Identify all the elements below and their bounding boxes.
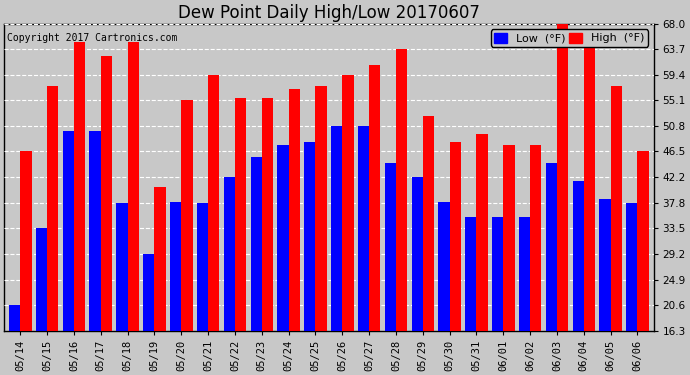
Bar — [557, 24, 569, 330]
Bar — [197, 203, 208, 330]
Bar — [235, 98, 246, 330]
Bar — [74, 42, 85, 330]
Bar — [181, 100, 193, 330]
Bar — [20, 152, 32, 330]
Bar — [117, 203, 128, 330]
Bar — [143, 254, 155, 330]
Bar — [438, 202, 450, 330]
Bar — [342, 75, 353, 330]
Bar — [304, 142, 315, 330]
Bar — [600, 199, 611, 330]
Bar — [638, 152, 649, 330]
Bar — [170, 202, 181, 330]
Bar — [503, 146, 515, 330]
Bar — [288, 89, 300, 330]
Legend: Low  (°F), High  (°F): Low (°F), High (°F) — [491, 29, 648, 47]
Bar — [584, 39, 595, 330]
Bar — [208, 75, 219, 330]
Bar — [331, 126, 342, 330]
Bar — [277, 146, 288, 330]
Bar — [36, 228, 47, 330]
Text: Copyright 2017 Cartronics.com: Copyright 2017 Cartronics.com — [8, 33, 178, 43]
Bar — [369, 65, 380, 330]
Bar — [477, 134, 488, 330]
Bar — [47, 86, 59, 330]
Bar — [63, 130, 74, 330]
Bar — [411, 177, 423, 330]
Bar — [90, 130, 101, 330]
Bar — [492, 217, 503, 330]
Bar — [530, 146, 542, 330]
Bar — [101, 56, 112, 330]
Bar — [155, 187, 166, 330]
Bar — [423, 116, 434, 330]
Bar — [465, 217, 477, 330]
Bar — [519, 217, 530, 330]
Bar — [250, 157, 262, 330]
Bar — [396, 49, 407, 330]
Bar — [573, 181, 584, 330]
Title: Dew Point Daily High/Low 20170607: Dew Point Daily High/Low 20170607 — [178, 4, 480, 22]
Bar — [315, 86, 326, 330]
Bar — [385, 163, 396, 330]
Bar — [128, 42, 139, 330]
Bar — [627, 203, 638, 330]
Bar — [9, 305, 20, 330]
Bar — [546, 163, 557, 330]
Bar — [262, 98, 273, 330]
Bar — [224, 177, 235, 330]
Bar — [358, 126, 369, 330]
Bar — [611, 86, 622, 330]
Bar — [450, 142, 461, 330]
